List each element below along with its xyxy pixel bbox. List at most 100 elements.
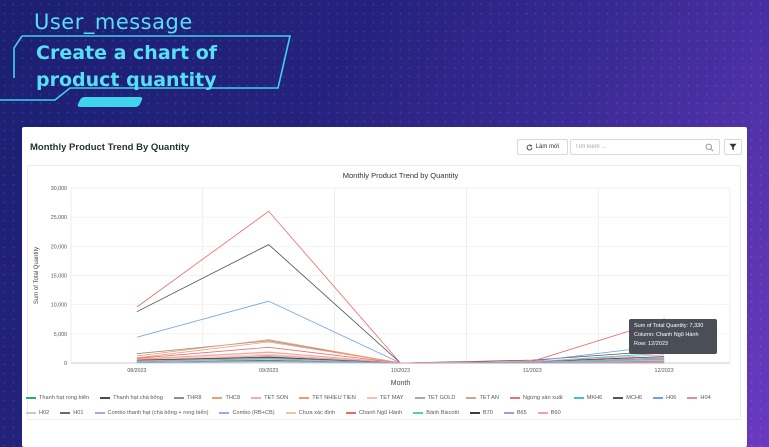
legend-label: TET SON [264, 395, 289, 401]
legend-swatch [503, 412, 514, 414]
refresh-button-label: Làm mới [535, 144, 560, 150]
legend-swatch [173, 397, 184, 399]
legend-swatch [60, 412, 71, 414]
legend-swatch [26, 412, 36, 414]
legend-label: B60 [550, 410, 561, 416]
y-tick-label: 20,000 [51, 244, 67, 250]
legend-label: Chanh Ngũ Hành [358, 410, 403, 416]
legend-item[interactable]: Chanh Ngũ Hành [345, 410, 403, 416]
legend-item[interactable]: TET AN [466, 395, 499, 401]
x-tick-label: 10/2023 [391, 368, 410, 374]
legend-swatch [466, 397, 477, 399]
x-tick-label: 08/2023 [127, 368, 146, 374]
x-tick-label: 12/2023 [655, 368, 674, 374]
legend-item[interactable]: H04 [687, 395, 711, 401]
legend-swatch [573, 397, 584, 399]
search-icon[interactable] [705, 143, 714, 152]
legend-swatch [687, 397, 698, 399]
tooltip-line-value: Sum of Total Quantity: 7,330 [634, 323, 704, 329]
x-tick-label: 09/2023 [259, 368, 278, 374]
search-input[interactable] [575, 141, 695, 153]
legend-item[interactable]: MKH6 [573, 395, 603, 401]
legend-label: H01 [73, 410, 84, 416]
panel-title: Monthly Product Trend By Quantity [30, 142, 190, 153]
legend-item[interactable]: TET MAY [366, 395, 404, 401]
legend-label: TET GOLD [427, 395, 456, 401]
legend-swatch [251, 397, 262, 399]
legend-item[interactable]: Thanh hạt rong biển [26, 395, 89, 401]
legend-label: Chưa xác định [298, 410, 335, 416]
legend-label: TET NHIEU TIEN [312, 395, 356, 401]
legend-item[interactable]: B60 [537, 410, 561, 416]
legend-item[interactable]: Ngừng sản xuất [509, 395, 563, 401]
legend-swatch [285, 412, 296, 414]
legend-label: MCH6 [626, 395, 643, 401]
legend-item[interactable]: TET SON [251, 395, 288, 401]
legend-label: B70 [482, 410, 493, 416]
line-chart: Monthly Product Trend by Quantity 0 5,000 1… [34, 171, 731, 387]
legend-item[interactable]: Thanh hạt chà bông [100, 395, 163, 401]
legend-label: Ngừng sản xuất [522, 395, 563, 401]
y-tick-label: 15,000 [51, 274, 67, 280]
legend-item[interactable]: H01 [60, 410, 84, 416]
chart-tooltip: Sum of Total Quantity: 7,330 Column: Cha… [629, 319, 717, 354]
legend-item[interactable]: TET GOLD [414, 395, 456, 401]
tooltip-line-row: Row: 12/2023 [634, 341, 668, 347]
message-frame [0, 35, 292, 101]
refresh-icon [526, 144, 533, 150]
legend-swatch [212, 397, 223, 399]
legend-item[interactable]: TET NHIEU TIEN [299, 395, 356, 401]
legend-swatch [509, 397, 520, 399]
legend-item[interactable]: H02 [26, 410, 49, 416]
series-line [136, 300, 665, 364]
chart-card: Monthly Product Trend by Quantity 0 5,000 1… [27, 165, 741, 420]
legend-swatch [94, 412, 105, 414]
legend-item[interactable]: MCH6 [613, 395, 642, 401]
legend-item[interactable]: B65 [503, 410, 527, 416]
filter-icon [729, 143, 737, 151]
legend-label: TET MAY [379, 395, 404, 401]
legend-item[interactable]: H06 [653, 395, 676, 401]
y-tick-label: 5,000 [54, 332, 67, 338]
series-line [136, 352, 665, 364]
legend-label: THR8 [186, 395, 202, 401]
legend-swatch [100, 397, 111, 399]
legend-label: THC8 [225, 395, 241, 401]
message-accent-bar [76, 97, 144, 107]
legend-label: H04 [700, 395, 711, 401]
chart-panel: Monthly Product Trend By Quantity Làm mớ… [22, 127, 747, 447]
legend-swatch [299, 397, 310, 399]
legend-label: Combo (RB+CB) [232, 410, 275, 416]
panel-header: Monthly Product Trend By Quantity Làm mớ… [22, 127, 747, 167]
search-box[interactable] [570, 139, 720, 155]
filter-button[interactable] [724, 139, 742, 155]
legend-label: Thanh hạt rong biển [39, 395, 90, 401]
legend-swatch [414, 397, 425, 399]
user-message-tag: User_message [34, 10, 193, 34]
legend-label: Combo thanh hạt (chà bông + rong biển) [107, 410, 209, 416]
legend-swatch [366, 397, 377, 399]
y-tick-label: 10,000 [51, 303, 67, 309]
legend-label: MKH6 [586, 395, 603, 401]
legend-swatch [219, 412, 230, 414]
y-tick-label: 25,000 [51, 215, 67, 221]
refresh-button[interactable]: Làm mới [517, 139, 568, 155]
legend-swatch [613, 397, 624, 399]
x-axis-title: Month [391, 380, 411, 387]
legend-swatch [537, 412, 548, 414]
legend-item[interactable]: Combo (RB+CB) [219, 410, 275, 416]
legend-label: B65 [516, 410, 527, 416]
y-tick-label: 30,000 [51, 186, 67, 192]
legend-swatch [26, 397, 36, 399]
legend-item[interactable]: Combo thanh hạt (chà bông + rong biển) [94, 410, 209, 416]
legend-item[interactable]: Chưa xác định [285, 410, 335, 416]
legend-swatch [413, 412, 424, 414]
legend-item[interactable]: B70 [469, 410, 493, 416]
x-tick-label: 11/2023 [523, 368, 542, 374]
legend-swatch [653, 397, 664, 399]
legend-item[interactable]: THR8 [173, 395, 202, 401]
legend-swatch [469, 412, 480, 414]
legend-item[interactable]: Bánh Biscotti [413, 410, 459, 416]
legend-label: TET AN [479, 395, 499, 401]
legend-item[interactable]: THC8 [212, 395, 240, 401]
